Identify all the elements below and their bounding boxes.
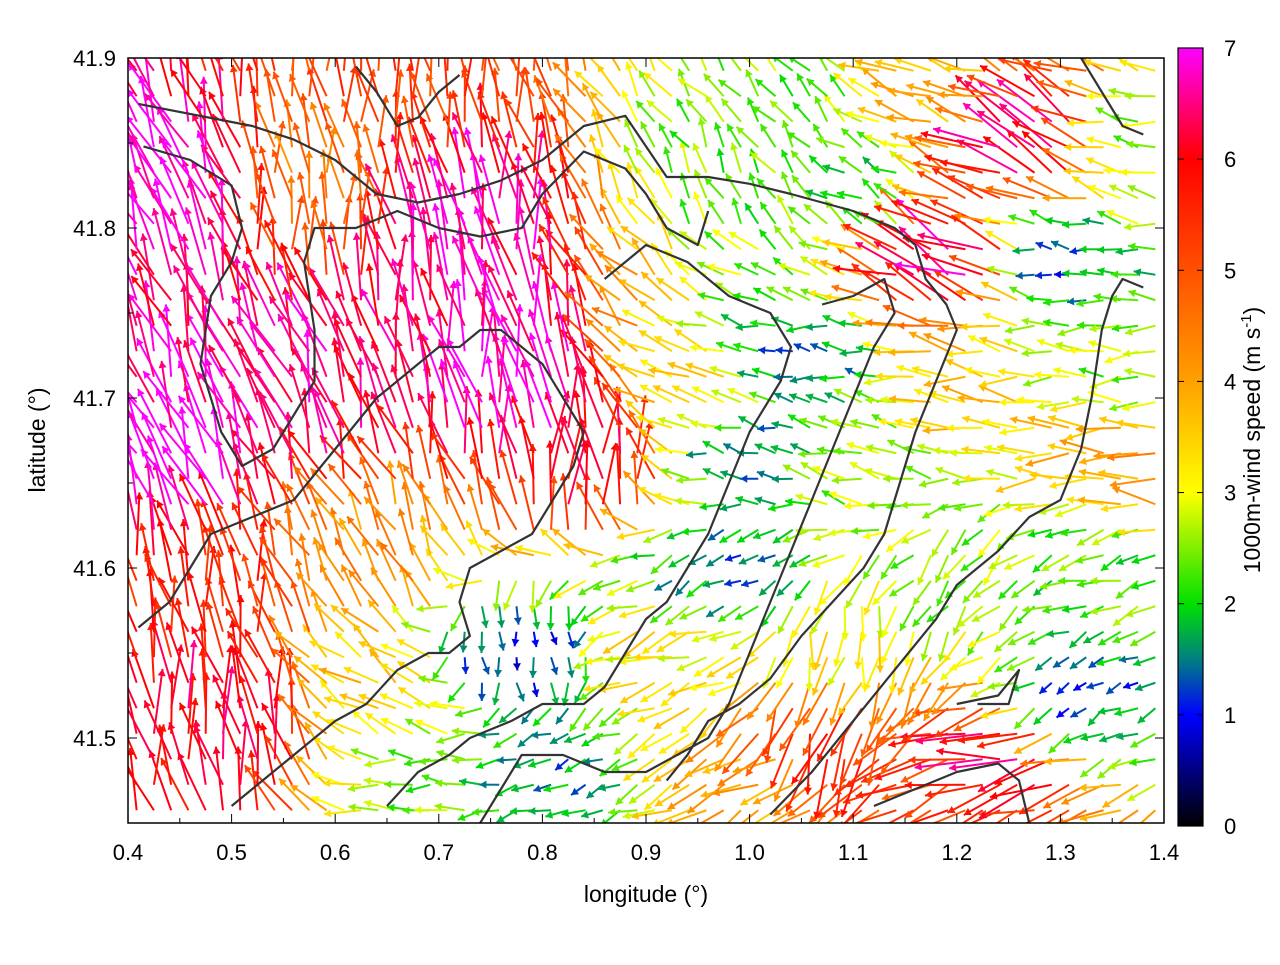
colorbar-label-main: 1000m-wind speed (m s	[1239, 328, 1265, 573]
x-tick-label: 0.7	[424, 840, 455, 865]
colorbar-tick-label: 5	[1224, 258, 1236, 283]
colorbar-tick-label: 0	[1224, 814, 1236, 839]
y-tick-label: 41.8	[73, 216, 116, 241]
x-tick-label: 0.6	[320, 840, 351, 865]
colorbar-label: 1000m-wind speed (m s-1)	[1238, 307, 1265, 573]
colorbar-tick-label: 2	[1224, 592, 1236, 617]
x-tick-label: 0.4	[113, 840, 144, 865]
colorbar-tick-label: 3	[1224, 481, 1236, 506]
colorbar-tick-label: 6	[1224, 147, 1236, 172]
x-tick-label: 0.8	[527, 840, 558, 865]
x-tick-label: 0.9	[631, 840, 662, 865]
x-tick-label: 0.5	[216, 840, 247, 865]
colorbar-tick-label: 1	[1224, 703, 1236, 728]
y-tick-label: 41.5	[73, 726, 116, 751]
y-axis-label: latitude (°)	[24, 387, 50, 492]
colorbar-tick-label: 7	[1224, 36, 1236, 61]
colorbar-gradient	[1178, 48, 1203, 826]
x-tick-label: 1.2	[942, 840, 973, 865]
x-tick-label: 1.4	[1149, 840, 1180, 865]
x-axis-label: longitude (°)	[584, 881, 708, 907]
colorbar-label-end: )	[1239, 307, 1265, 315]
x-tick-label: 1.0	[734, 840, 765, 865]
wind-arrow-shaft	[908, 759, 965, 760]
x-tick-label: 1.3	[1045, 840, 1076, 865]
y-tick-label: 41.9	[73, 46, 116, 71]
x-tick-label: 1.1	[838, 840, 869, 865]
colorbar-label-sup: -1	[1238, 314, 1255, 327]
wind-arrow-shaft	[482, 183, 483, 249]
colorbar-tick-label: 4	[1224, 369, 1236, 394]
y-tick-label: 41.7	[73, 386, 116, 411]
wind-arrow-shaft	[291, 176, 292, 224]
y-tick-label: 41.6	[73, 556, 116, 581]
